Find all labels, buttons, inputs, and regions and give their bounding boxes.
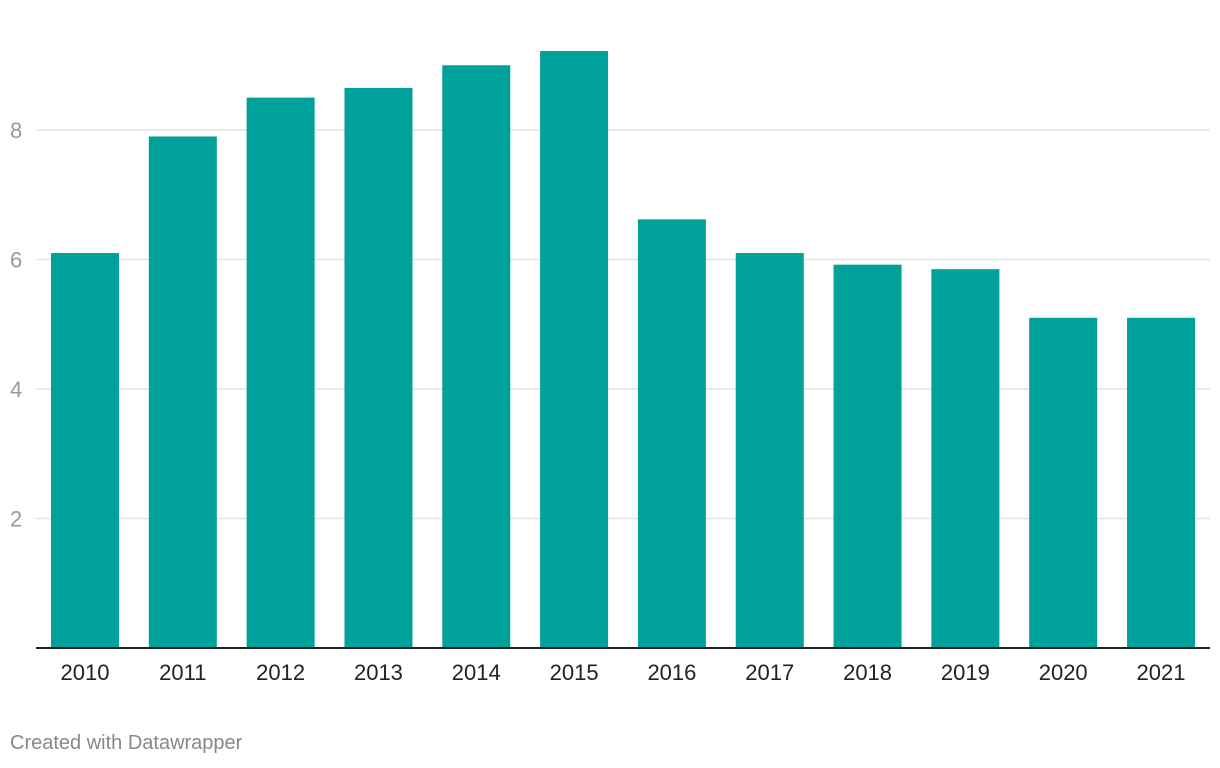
bar-2013 (344, 87, 413, 649)
y-tick-label: 8 (10, 118, 22, 143)
gridlines (36, 129, 1210, 520)
bar-2012 (246, 97, 315, 648)
bar-2016 (637, 219, 706, 649)
x-tick-label-2013: 2013 (354, 660, 403, 685)
y-tick-label: 2 (10, 507, 22, 532)
x-tick-label-2016: 2016 (647, 660, 696, 685)
y-axis-ticks: 2 4 6 8 (10, 118, 22, 532)
x-axis-labels: 2010 2011 2012 2013 2014 2015 2016 2017 2018 2019… (61, 660, 1186, 685)
bar-2010 (51, 253, 119, 648)
x-tick-label-2011: 2011 (159, 660, 206, 685)
x-tick-label-2012: 2012 (256, 660, 305, 685)
bar-2014 (442, 65, 511, 648)
bar-2018 (833, 264, 902, 648)
x-tick-label-2018: 2018 (843, 660, 892, 685)
bar-2017 (735, 253, 804, 648)
bar-2011 (148, 136, 217, 648)
bar-2020 (1029, 317, 1098, 648)
bar-2019 (931, 269, 1000, 648)
x-tick-label-2015: 2015 (550, 660, 599, 685)
x-tick-label-2021: 2021 (1137, 660, 1186, 685)
x-tick-label-2014: 2014 (452, 660, 501, 685)
x-tick-label-2010: 2010 (61, 660, 110, 685)
bars (51, 51, 1196, 649)
y-tick-label: 6 (10, 248, 22, 273)
y-tick-label: 4 (10, 377, 22, 402)
datawrapper-credit: Created with Datawrapper (10, 732, 243, 754)
bar-2015 (540, 51, 609, 648)
x-tick-label-2017: 2017 (745, 660, 794, 685)
bar-2021 (1127, 317, 1196, 648)
x-tick-label-2019: 2019 (941, 660, 990, 685)
x-tick-label-2020: 2020 (1039, 660, 1088, 685)
